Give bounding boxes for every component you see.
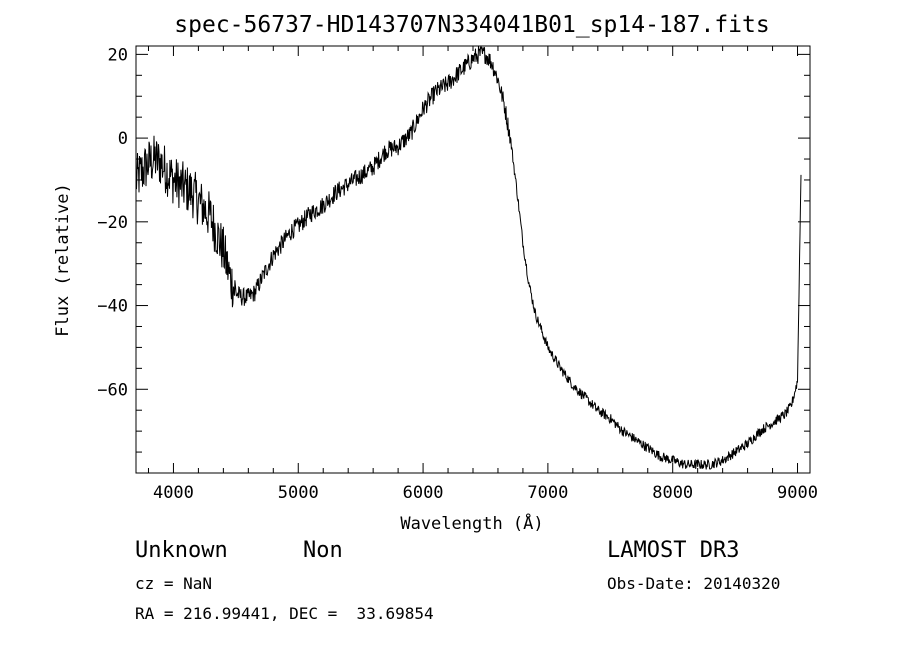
chart-title: spec-56737-HD143707N334041B01_sp14-187.f… — [174, 12, 769, 38]
coordinates: RA = 216.99441, DEC = 33.69854 — [135, 604, 434, 623]
x-tick-label: 6000 — [403, 483, 444, 503]
y-tick-label: 0 — [118, 129, 128, 149]
x-tick-label: 8000 — [652, 483, 693, 503]
x-tick-label: 4000 — [153, 483, 194, 503]
x-tick-label: 9000 — [777, 483, 818, 503]
x-tick-label: 5000 — [278, 483, 319, 503]
axes: 4000 5000 6000 7000 8000 9000 20 0 −20 −40 −60 — [97, 45, 818, 503]
y-tick-label: −60 — [97, 380, 128, 400]
y-tick-label: −40 — [97, 297, 128, 317]
y-tick-label: −20 — [97, 213, 128, 233]
object-class: Non — [303, 538, 343, 563]
x-axis-label: Wavelength (Å) — [400, 512, 543, 534]
survey-label: LAMOST DR3 — [607, 538, 740, 563]
x-tick-label: 7000 — [527, 483, 568, 503]
plot-frame — [135, 45, 811, 474]
y-tick-label: 20 — [108, 45, 128, 65]
spectrum-line — [135, 46, 802, 470]
cz-value: cz = NaN — [135, 574, 213, 593]
object-name: Unknown — [135, 538, 228, 563]
y-axis-label: Flux (relative) — [53, 183, 73, 337]
obs-date: Obs-Date: 20140320 — [607, 574, 781, 593]
